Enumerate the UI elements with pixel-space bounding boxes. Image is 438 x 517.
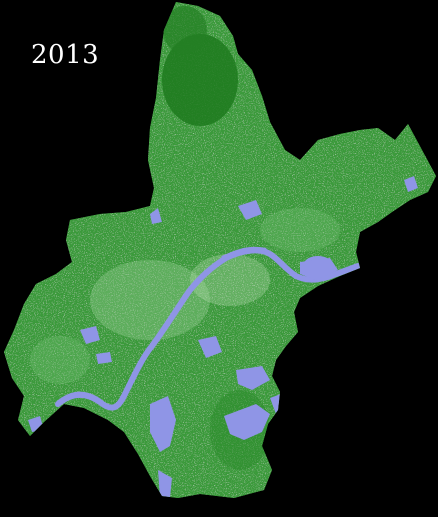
- yangtze-river: [55, 247, 361, 411]
- year-label: 2013: [31, 40, 100, 70]
- lake-south-central: [150, 396, 176, 452]
- lake-central: [198, 336, 222, 358]
- lake-northeast: [238, 200, 262, 220]
- lake-southeast: [224, 404, 270, 440]
- urban-core: [90, 260, 210, 340]
- dense-forest-north: [162, 34, 238, 126]
- lake-west: [80, 326, 100, 344]
